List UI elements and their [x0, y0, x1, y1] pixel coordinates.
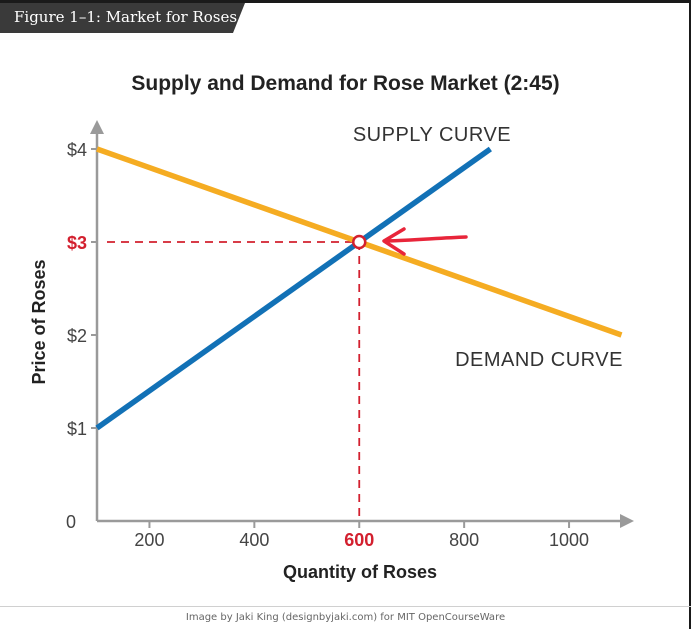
annotation-arrow-head: [382, 227, 406, 256]
y-tick-label: $4: [67, 140, 87, 160]
right-border: [689, 0, 691, 629]
footer-divider: [0, 606, 691, 607]
x-axis-arrow: [620, 514, 634, 528]
x-tick-label: 1000: [549, 530, 589, 550]
x-tick-label: 800: [449, 530, 479, 550]
figure-tab: [0, 3, 245, 33]
y-tick-label: 0: [66, 512, 76, 532]
y-tick-label: $2: [67, 326, 87, 346]
y-axis-arrow: [90, 120, 104, 134]
y-axis-label: Price of Roses: [29, 259, 49, 384]
equilibrium-point: [352, 234, 367, 250]
x-axis-label: Quantity of Roses: [283, 562, 437, 582]
supply-curve-label: SUPPLY CURVE: [353, 124, 511, 146]
x-tick-label: 400: [239, 530, 269, 550]
x-tick-label: 600: [344, 530, 374, 550]
demand-curve-label: DEMAND CURVE: [455, 349, 623, 371]
figure-label: Figure 1–1: Market for Roses: [14, 8, 238, 26]
y-tick-label: $3: [67, 233, 87, 253]
supply-curve-line: [95, 146, 492, 431]
chart-title: Supply and Demand for Rose Market (2:45): [131, 72, 560, 95]
image-credit: Image by Jaki King (designbyjaki.com) fo…: [185, 612, 506, 623]
annotation-arrow-shaft: [384, 235, 468, 243]
y-tick-label: $1: [67, 419, 87, 439]
top-border: [0, 0, 691, 3]
x-tick-label: 200: [134, 530, 164, 550]
